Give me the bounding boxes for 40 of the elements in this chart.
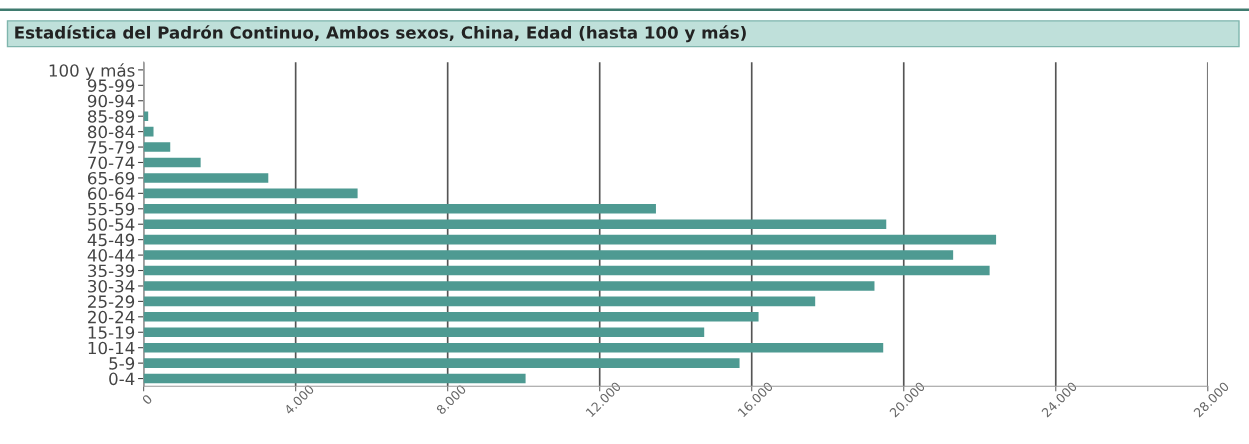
y-tick-label: 90-94 <box>87 94 135 108</box>
bar <box>143 296 816 307</box>
bar <box>143 219 887 229</box>
bar <box>143 188 358 199</box>
bar <box>143 204 656 214</box>
chart-title: Estadística del Padrón Continuo, Ambos sexos, China, Edad (hasta 100 y más) <box>15 25 746 43</box>
bar <box>143 234 997 245</box>
y-tick-label: 5-9 <box>109 357 135 370</box>
y-tick-label: 25-29 <box>88 295 135 308</box>
y-tick-label: 10-14 <box>88 341 135 355</box>
bar <box>143 173 269 183</box>
y-tick-label: 55-59 <box>88 202 135 216</box>
bar <box>143 358 740 368</box>
bar <box>143 373 526 384</box>
bar <box>143 327 705 338</box>
y-tick-label: 95-99 <box>87 79 135 92</box>
y-tick-label: 35-39 <box>88 264 135 278</box>
bar <box>143 342 884 353</box>
y-tick-label: 65-69 <box>88 171 135 185</box>
y-tick-label: 30-34 <box>88 279 135 293</box>
y-tick-label: 50-54 <box>88 218 135 231</box>
bar <box>143 157 201 168</box>
y-tick-label: 85-89 <box>88 110 135 123</box>
y-tick-label: 15-19 <box>88 326 135 339</box>
y-tick-label: 40-44 <box>87 249 135 262</box>
bar <box>143 126 154 137</box>
bar <box>143 281 875 291</box>
bar <box>143 142 171 152</box>
y-tick-label: 70-74 <box>88 156 135 170</box>
bar <box>143 312 759 322</box>
y-tick-label: 75-79 <box>88 141 135 154</box>
y-tick-label: 60-64 <box>88 187 135 200</box>
bar <box>143 111 149 121</box>
x-tick-label: 0 <box>141 393 153 406</box>
y-tick-label: 0-4 <box>109 372 135 386</box>
y-tick-label: 20-24 <box>88 310 135 324</box>
bar <box>143 265 990 276</box>
bar <box>143 250 954 260</box>
y-tick-label: 45-49 <box>87 233 135 247</box>
y-tick-label: 80-84 <box>88 125 135 139</box>
